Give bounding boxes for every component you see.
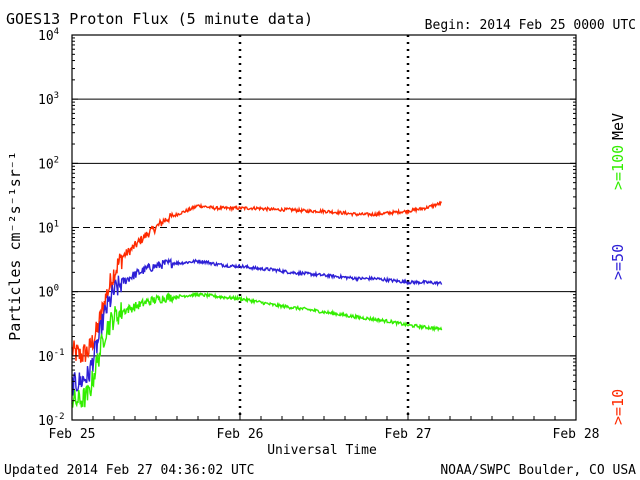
y-tick-label: 101: [38, 220, 59, 237]
legend-entry: >=100: [609, 145, 627, 190]
chart-title: GOES13 Proton Flux (5 minute data): [6, 10, 313, 28]
x-tick-label: Feb 25: [49, 427, 96, 442]
y-tick-label: 103: [38, 91, 59, 108]
series-line: [71, 257, 443, 396]
x-tick-label: Feb 27: [385, 427, 432, 442]
series-line: [71, 200, 443, 363]
y-tick-label: 100: [38, 284, 59, 301]
legend-unit: MeV: [609, 113, 627, 140]
y-tick-label: 102: [38, 155, 59, 172]
y-tick-label: 10-1: [38, 348, 65, 365]
x-axis-ticks: Feb 25 Feb 26 Feb 27 Feb 28: [49, 412, 600, 442]
credit-label: NOAA/SWPC Boulder, CO USA: [440, 463, 636, 478]
grid-lines: [72, 35, 576, 420]
y-tick-label: 104: [38, 27, 59, 44]
y-axis-label: Particles cm⁻²s⁻¹sr⁻¹: [6, 151, 24, 341]
x-tick-label: Feb 26: [217, 427, 264, 442]
series-line: [71, 291, 443, 408]
x-tick-label: Feb 28: [553, 427, 600, 442]
legend-entry: >=10: [609, 389, 627, 425]
data-series: [71, 200, 443, 408]
x-axis-label: Universal Time: [267, 443, 377, 458]
legend-entry: >=50: [609, 244, 627, 280]
plot-frame: [71, 34, 577, 421]
legend: >=10 >=50 >=100 MeV: [609, 113, 627, 425]
begin-date-label: Begin: 2014 Feb 25 0000 UTC: [425, 18, 636, 33]
updated-timestamp: Updated 2014 Feb 27 04:36:02 UTC: [4, 463, 254, 478]
